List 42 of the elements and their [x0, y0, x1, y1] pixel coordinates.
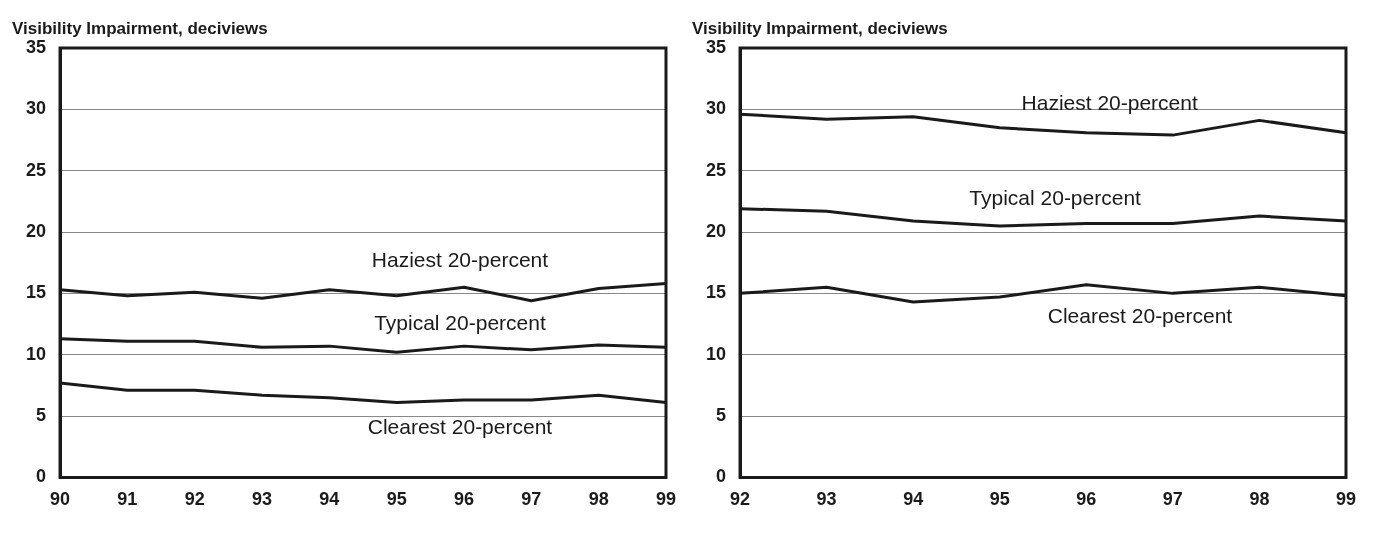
x-tick-label: 94: [903, 489, 924, 510]
x-tick-label: 98: [588, 489, 609, 510]
y-tick-label: 35: [705, 36, 727, 57]
y-tick-label: 25: [25, 159, 47, 180]
x-tick-label: 96: [453, 489, 475, 510]
series-label: Clearest 20-percent: [1047, 304, 1233, 328]
series-label: Haziest 20-percent: [1021, 91, 1198, 115]
y-tick-label: 0: [716, 466, 727, 487]
x-tick-label: 93: [252, 489, 273, 510]
y-tick-label: 15: [25, 282, 47, 303]
x-tick-label: 94: [319, 489, 340, 510]
x-tick-label: 92: [730, 489, 751, 510]
x-tick-label: 92: [184, 489, 205, 510]
series-label: Typical 20-percent: [374, 310, 546, 334]
y-tick-label: 20: [25, 221, 47, 241]
series-label: Haziest 20-percent: [371, 248, 549, 272]
x-tick-label: 99: [1335, 489, 1356, 510]
x-tick-label: 97: [1162, 489, 1183, 510]
y-tick-label: 15: [705, 282, 727, 303]
y-tick-label: 0: [36, 466, 47, 487]
x-tick-label: 90: [50, 489, 71, 510]
y-tick-label: 30: [705, 98, 727, 119]
series-label: Clearest 20-percent: [367, 414, 553, 438]
y-tick-label: 35: [25, 36, 47, 57]
x-tick-label: 93: [816, 489, 837, 510]
x-tick-label: 98: [1249, 489, 1270, 510]
x-tick-label: 91: [117, 489, 138, 510]
y-tick-label: 25: [705, 159, 727, 180]
y-tick-label: 5: [716, 405, 727, 426]
y-tick-label: 10: [705, 343, 727, 364]
x-tick-label: 95: [386, 489, 407, 510]
y-tick-label: 10: [25, 343, 47, 364]
y-tick-label: 20: [705, 221, 727, 241]
y-axis-title: Visibility Impairment, deciviews: [692, 19, 948, 39]
y-axis-title: Visibility Impairment, deciviews: [12, 19, 268, 39]
x-tick-label: 99: [655, 489, 676, 510]
y-tick-label: 5: [36, 405, 47, 426]
x-tick-label: 96: [1076, 489, 1097, 510]
x-tick-label: 95: [989, 489, 1010, 510]
y-tick-label: 30: [25, 98, 47, 119]
series-label: Typical 20-percent: [969, 186, 1142, 210]
x-tick-label: 97: [521, 489, 542, 510]
